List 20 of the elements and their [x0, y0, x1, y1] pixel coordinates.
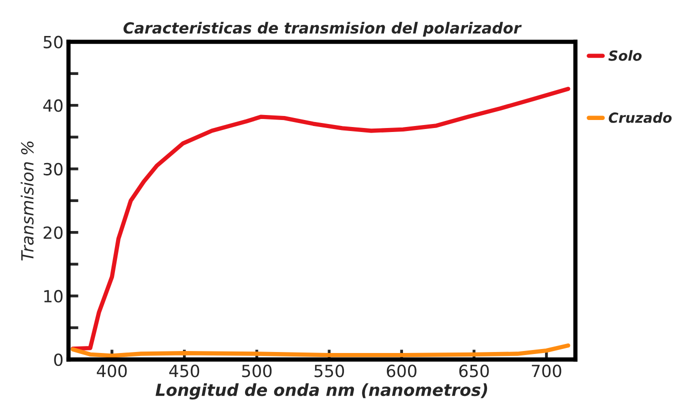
x-tick-label: 550 — [314, 364, 344, 378]
x-tick-label: 700 — [532, 364, 562, 378]
y-tick-label: 30 — [44, 162, 63, 176]
x-tick-label: 600 — [386, 364, 416, 378]
x-axis-title: Longitud de onda nm (nanometros) — [156, 383, 488, 400]
chart-title: Caracteristicas de transmision del polarizador — [124, 22, 522, 37]
y-tick-label: 10 — [44, 290, 63, 303]
y-axis-title: Transmision % — [20, 142, 34, 261]
line-series — [70, 86, 570, 351]
x-tick-label: 500 — [242, 364, 272, 378]
y-tick-label: 50 — [44, 36, 63, 48]
x-tick-label: 400 — [96, 364, 127, 378]
x-tick-label: 450 — [169, 364, 200, 378]
line-series — [70, 343, 570, 358]
y-tick-label: 0 — [54, 353, 63, 366]
y-tick-label: 40 — [43, 99, 63, 112]
y-tick-label: 20 — [44, 226, 63, 239]
legend-label: Cruzado — [608, 112, 672, 123]
x-tick-label: 650 — [459, 364, 489, 378]
legend-label: Solo — [608, 50, 642, 61]
